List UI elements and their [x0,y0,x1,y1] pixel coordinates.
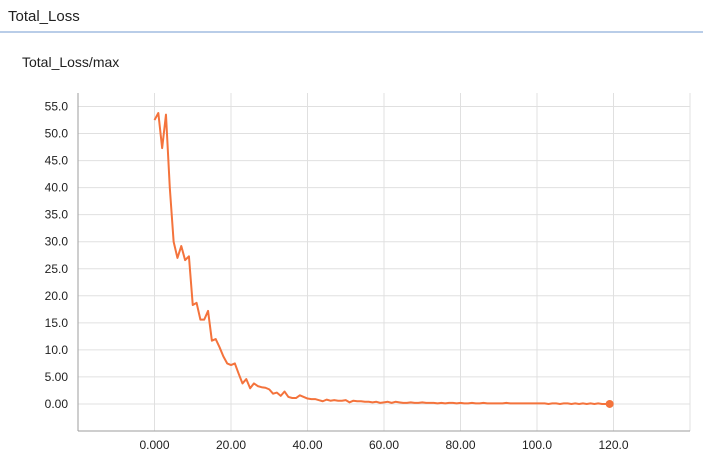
x-axis-ticks: 0.000 20.00 40.00 60.00 80.00 100.0 120.0 [139,438,628,452]
section-title: Total_Loss [8,8,80,25]
x-tick-label: 80.00 [445,438,475,452]
chart-series [153,112,614,408]
y-tick-label: 15.0 [45,316,69,330]
y-tick-label: 55.0 [45,100,69,114]
x-tick-label: 120.0 [598,438,628,452]
x-tick-label: 40.00 [292,438,322,452]
chart-grid [77,93,691,432]
y-tick-label: 35.0 [45,208,69,222]
y-tick-label: 20.0 [45,289,69,303]
y-tick-label: 40.0 [45,181,69,195]
y-tick-label: 10.0 [45,343,69,357]
last-point-marker [605,399,614,408]
x-tick-label: 20.00 [216,438,246,452]
y-tick-label: 50.0 [45,127,69,141]
x-tick-label: 60.00 [369,438,399,452]
y-tick-label: 0.00 [45,397,69,411]
chart-axes [77,93,690,432]
y-tick-label: 5.00 [45,370,69,384]
section-header[interactable]: Total_Loss [0,0,703,33]
y-tick-label: 30.0 [45,235,69,249]
series-line [153,112,610,405]
y-tick-label: 45.0 [45,154,69,168]
card-title: Total_Loss/max [22,54,120,70]
y-tick-label: 25.0 [45,262,69,276]
x-tick-label: 0.000 [139,438,169,452]
y-axis-ticks: 0.00 5.00 10.0 15.0 20.0 25.0 30.0 35.0 40.0 45.0… [45,100,69,411]
x-tick-label: 100.0 [522,438,552,452]
